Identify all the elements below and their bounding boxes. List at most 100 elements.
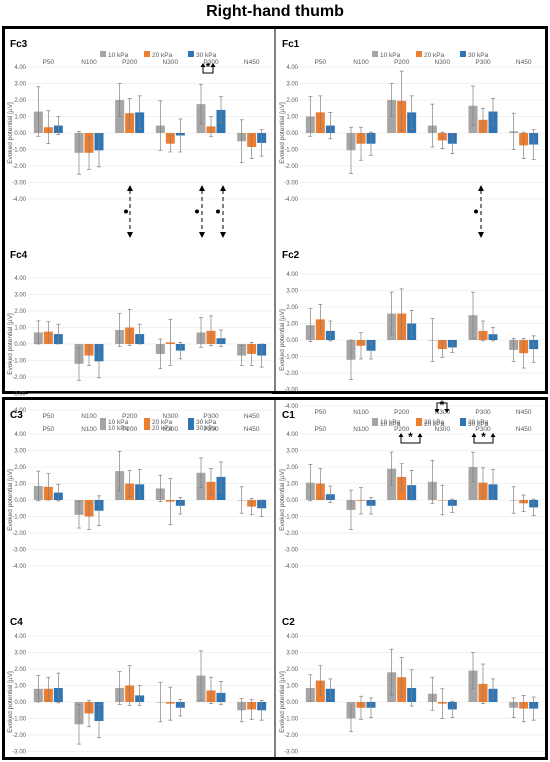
category-label-n100: N100 (81, 426, 97, 433)
legend-label-2-panel-3: 20 kPa (152, 425, 173, 432)
sig-c1-p300-star: * (481, 430, 486, 444)
category-label-p300: P300 (203, 413, 219, 420)
sig-fc2-n300-arrow-a (434, 409, 440, 413)
y-tick-label: 4.00 (14, 276, 26, 282)
lower-panel-frame (2, 397, 548, 760)
panel-title-fc3: Fc3 (10, 39, 28, 50)
category-label-n300: N300 (435, 59, 451, 66)
upper-panel-frame (2, 26, 548, 394)
legend-swatch-3-panel-1 (188, 51, 194, 57)
sig-fc2-n300-arrow-b (444, 409, 450, 413)
legend-label-2-panel-5: 20 kPa (152, 419, 173, 426)
legend-swatch-3-panel-6 (460, 418, 466, 424)
y-tick-label: 1.00 (14, 115, 26, 121)
sig-fc2-n300-star: * (440, 398, 445, 412)
y-tick-label: -2.00 (284, 164, 298, 170)
comparison-fc3-fc4-p200-head-up (127, 185, 133, 191)
sig-fc2-n300 (436, 402, 448, 409)
category-label-n100: N100 (353, 59, 369, 66)
legend-swatch-1-panel-5 (100, 418, 106, 424)
y-tick-label: 1.00 (286, 322, 298, 328)
category-label-n450: N450 (516, 59, 532, 66)
y-tick-label: 2.00 (286, 465, 298, 471)
category-label-p300: P300 (203, 59, 219, 66)
y-tick-label: -1.00 (284, 355, 298, 361)
sig-c1-p200-arrow-b (417, 433, 423, 437)
legend-swatch-3-panel-2 (460, 51, 466, 57)
comparison-fc1-fc2-p300-head-down (478, 232, 484, 238)
y-tick-label: -3.00 (284, 548, 298, 554)
panel-title-c3: C3 (10, 410, 23, 421)
legend-swatch-2-panel-3 (144, 424, 150, 430)
y-tick-label: 1.00 (286, 482, 298, 488)
category-label-p300: P300 (203, 426, 219, 433)
category-label-n300: N300 (163, 413, 179, 420)
y-tick-label: 3.00 (14, 293, 26, 299)
y-tick-label: 0.00 (286, 131, 298, 137)
y-tick-label: -4.00 (12, 564, 26, 570)
panel-title-c2: C2 (282, 617, 295, 628)
comparison-fc1-fc2-p300-head-up (478, 185, 484, 191)
comparison-fc3-fc4-p300-b-dot (216, 209, 220, 214)
comparison-fc3-fc4-p200-dot (124, 209, 128, 214)
y-axis-label: Evoked potential [µV] (279, 309, 286, 371)
y-tick-label: -2.00 (284, 371, 298, 377)
category-label-p50: P50 (315, 59, 327, 66)
y-tick-label: -3.00 (12, 750, 26, 756)
bar-p300-1 (468, 467, 478, 500)
category-label-n100: N100 (81, 413, 97, 420)
y-tick-label: -4.00 (12, 197, 26, 203)
y-tick-label: 4.00 (14, 65, 26, 71)
legend-label-2-panel-2: 20 kPa (424, 52, 445, 59)
sig-c1-p200 (400, 437, 421, 444)
sig-c1-p200-star: * (408, 430, 413, 444)
category-label-p300: P300 (475, 426, 491, 433)
category-label-p200: P200 (122, 426, 138, 433)
y-tick-label: 4.00 (14, 634, 26, 640)
comparison-fc3-fc4-p200-head-down (127, 232, 133, 238)
y-tick-label: 3.00 (286, 289, 298, 295)
y-axis-label: Evoked potential [µV] (279, 102, 286, 164)
panel-title-fc1: Fc1 (282, 39, 300, 50)
y-tick-label: -2.00 (284, 733, 298, 739)
y-tick-label: 0.00 (14, 498, 26, 504)
y-axis-label: Evoked potential [µV] (279, 671, 286, 733)
y-tick-label: -1.00 (12, 515, 26, 521)
y-tick-label: 1.00 (286, 115, 298, 121)
category-label-p300: P300 (475, 409, 491, 416)
category-label-p300: P300 (475, 59, 491, 66)
y-tick-label: -1.00 (284, 717, 298, 723)
y-tick-label: -4.00 (284, 404, 298, 410)
category-label-n300: N300 (435, 426, 451, 433)
y-tick-label: -1.00 (12, 717, 26, 723)
y-tick-label: -2.00 (12, 375, 26, 381)
legend-swatch-3-panel-3 (188, 424, 194, 430)
y-tick-label: 4.00 (286, 272, 298, 278)
sig-c1-p300-arrow-b (490, 433, 496, 437)
category-label-n300: N300 (163, 426, 179, 433)
sig-fc3-p300-star: * (206, 60, 211, 74)
y-tick-label: -3.00 (284, 388, 298, 394)
legend-swatch-2-panel-2 (416, 51, 422, 57)
y-tick-label: -2.00 (12, 164, 26, 170)
legend-label-3-panel-4: 30 kPa (468, 421, 489, 428)
category-label-n450: N450 (516, 409, 532, 416)
y-tick-label: 0.00 (14, 700, 26, 706)
legend-swatch-2-panel-1 (144, 51, 150, 57)
category-label-p200: P200 (122, 413, 138, 420)
legend-swatch-2-panel-5 (144, 418, 150, 424)
y-tick-label: 4.00 (286, 432, 298, 438)
y-tick-label: 4.00 (286, 65, 298, 71)
category-label-n450: N450 (244, 413, 260, 420)
category-label-n100: N100 (353, 426, 369, 433)
y-tick-label: 1.00 (14, 684, 26, 690)
legend-label-1-panel-5: 10 kPa (108, 419, 129, 426)
y-tick-label: 2.00 (286, 305, 298, 311)
y-tick-label: -2.00 (284, 531, 298, 537)
legend-label-1-panel-6: 10 kPa (380, 419, 401, 426)
legend-label-2-panel-4: 20 kPa (424, 421, 445, 428)
y-tick-label: 0.00 (14, 131, 26, 137)
comparison-fc3-fc4-p300-b-head-down (220, 232, 226, 238)
legend-swatch-1-panel-2 (372, 51, 378, 57)
legend-label-3-panel-3: 30 kPa (196, 425, 217, 432)
